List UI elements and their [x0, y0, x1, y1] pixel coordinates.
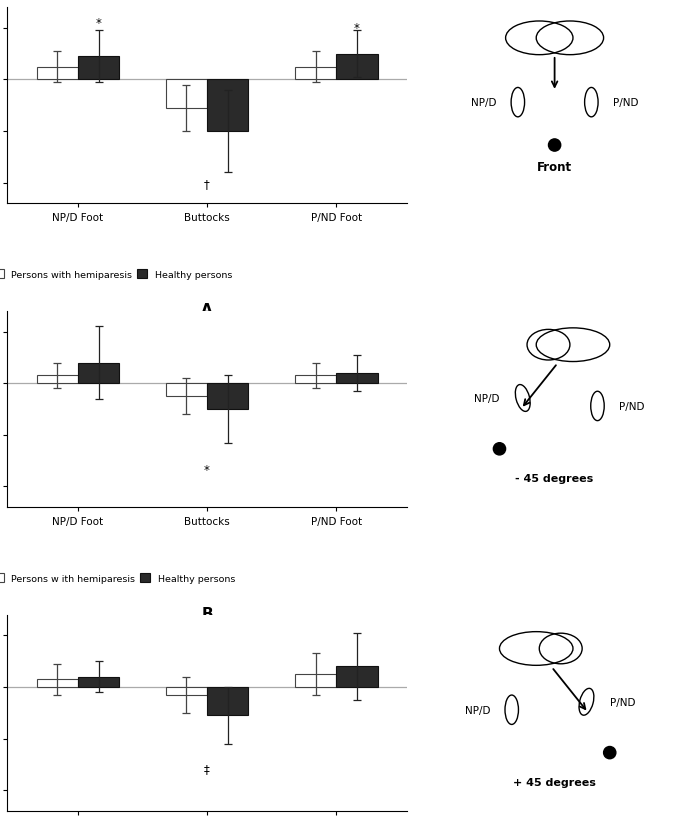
Bar: [37, 376, 78, 384]
Bar: [207, 384, 249, 410]
Text: P/ND: P/ND: [613, 98, 639, 108]
Bar: [336, 667, 378, 687]
Bar: [78, 57, 120, 80]
Text: Front: Front: [537, 161, 572, 174]
Text: P/ND: P/ND: [619, 401, 645, 411]
Bar: [166, 80, 207, 109]
Circle shape: [493, 443, 505, 455]
Text: A: A: [201, 302, 213, 318]
Text: NP/D: NP/D: [471, 98, 497, 108]
Text: NP/D: NP/D: [465, 705, 490, 715]
Text: + 45 degrees: + 45 degrees: [513, 777, 596, 787]
Text: *: *: [204, 464, 210, 477]
Legend: Persons with hemiparesis, Healthy persons: Persons with hemiparesis, Healthy person…: [0, 269, 234, 282]
Bar: [207, 80, 249, 132]
Bar: [295, 67, 336, 80]
Text: *: *: [96, 17, 102, 29]
Bar: [336, 55, 378, 80]
Bar: [78, 363, 120, 384]
Text: P/ND: P/ND: [610, 697, 635, 707]
Bar: [37, 680, 78, 687]
Bar: [37, 67, 78, 80]
Bar: [166, 384, 207, 396]
Text: ‡: ‡: [204, 762, 210, 775]
Bar: [78, 676, 120, 687]
Circle shape: [548, 140, 561, 152]
Text: NP/D: NP/D: [474, 393, 499, 404]
Text: B: B: [201, 606, 213, 621]
Bar: [295, 674, 336, 687]
Bar: [207, 687, 249, 716]
Text: - 45 degrees: - 45 degrees: [516, 473, 594, 484]
Legend: Persons w ith hemiparesis, Healthy persons: Persons w ith hemiparesis, Healthy perso…: [0, 572, 237, 585]
Bar: [166, 687, 207, 695]
Bar: [295, 376, 336, 384]
Circle shape: [604, 747, 616, 759]
Bar: [336, 373, 378, 384]
Text: *: *: [354, 22, 360, 35]
Text: †: †: [204, 178, 210, 191]
